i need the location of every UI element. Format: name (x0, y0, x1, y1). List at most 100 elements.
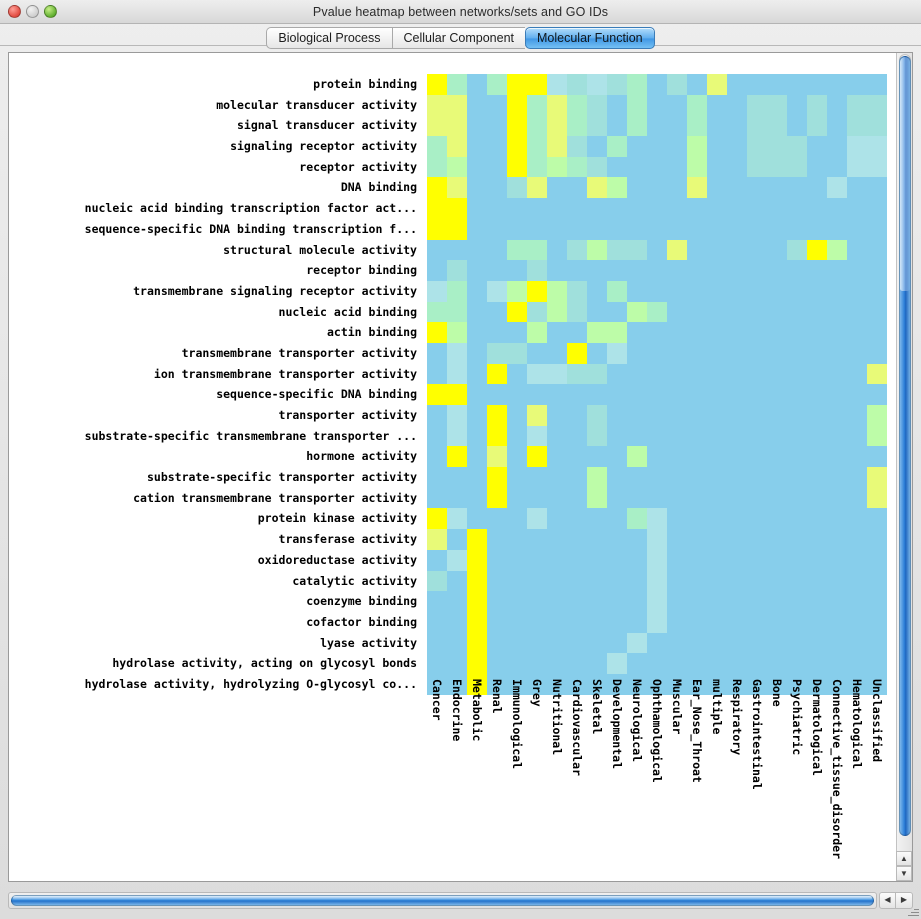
heatmap-cell[interactable] (747, 405, 767, 426)
heatmap-cell[interactable] (647, 280, 667, 302)
heatmap-cell[interactable] (747, 611, 767, 633)
heatmap-cell[interactable] (567, 363, 587, 385)
heatmap-cell[interactable] (427, 74, 447, 95)
heatmap-cell[interactable] (667, 632, 687, 654)
heatmap-cell[interactable] (647, 322, 667, 343)
heatmap-cell[interactable] (727, 487, 747, 509)
heatmap-cell[interactable] (667, 260, 687, 281)
heatmap-cell[interactable] (707, 322, 727, 343)
heatmap-cell[interactable] (707, 156, 727, 178)
heatmap-cell[interactable] (647, 239, 667, 261)
heatmap-cell[interactable] (447, 363, 467, 385)
heatmap-cell[interactable] (727, 218, 747, 240)
heatmap-cell[interactable] (767, 115, 787, 137)
heatmap-cell[interactable] (807, 280, 827, 302)
heatmap-cell[interactable] (467, 322, 487, 343)
heatmap-cell[interactable] (867, 653, 887, 674)
heatmap-cell[interactable] (727, 508, 747, 530)
heatmap-cell[interactable] (487, 508, 507, 530)
heatmap-cell[interactable] (667, 198, 687, 219)
heatmap-cell[interactable] (547, 198, 567, 219)
heatmap-cell[interactable] (627, 239, 647, 261)
heatmap-cell[interactable] (627, 280, 647, 302)
heatmap-cell[interactable] (727, 467, 747, 488)
heatmap-cell[interactable] (827, 115, 847, 137)
heatmap-cell[interactable] (687, 570, 707, 592)
heatmap-cell[interactable] (527, 342, 547, 364)
heatmap-cell[interactable] (827, 384, 847, 405)
heatmap-cell[interactable] (427, 260, 447, 281)
heatmap-cell[interactable] (767, 632, 787, 654)
heatmap-cell[interactable] (727, 239, 747, 261)
heatmap-cell[interactable] (807, 508, 827, 530)
heatmap-cell[interactable] (767, 301, 787, 323)
heatmap-cell[interactable] (607, 218, 627, 240)
scroll-down-arrow-icon[interactable]: ▼ (896, 866, 912, 881)
heatmap-cell[interactable] (787, 301, 807, 323)
heatmap-cell[interactable] (547, 384, 567, 405)
horizontal-scroll-track[interactable] (8, 891, 877, 909)
heatmap-cell[interactable] (667, 280, 687, 302)
heatmap-cell[interactable] (547, 94, 567, 116)
heatmap-cell[interactable] (427, 529, 447, 550)
heatmap-cell[interactable] (687, 508, 707, 530)
heatmap-cell[interactable] (647, 425, 667, 447)
heatmap-cell[interactable] (847, 487, 867, 509)
heatmap-cell[interactable] (727, 280, 747, 302)
heatmap-cell[interactable] (567, 446, 587, 468)
heatmap-cell[interactable] (627, 611, 647, 633)
heatmap-cell[interactable] (707, 611, 727, 633)
heatmap-cell[interactable] (427, 218, 447, 240)
heatmap-cell[interactable] (587, 384, 607, 405)
heatmap-cell[interactable] (607, 322, 627, 343)
heatmap-cell[interactable] (467, 94, 487, 116)
heatmap-cell[interactable] (647, 301, 667, 323)
heatmap-cell[interactable] (547, 177, 567, 199)
heatmap-cell[interactable] (867, 632, 887, 654)
heatmap-cell[interactable] (667, 177, 687, 199)
heatmap-cell[interactable] (567, 322, 587, 343)
heatmap-cell[interactable] (767, 591, 787, 612)
heatmap-cell[interactable] (867, 218, 887, 240)
heatmap-cell[interactable] (827, 239, 847, 261)
heatmap-cell[interactable] (747, 322, 767, 343)
heatmap-cell[interactable] (607, 487, 627, 509)
heatmap-cell[interactable] (647, 94, 667, 116)
heatmap-cell[interactable] (687, 301, 707, 323)
heatmap-cell[interactable] (707, 94, 727, 116)
heatmap-cell[interactable] (667, 570, 687, 592)
heatmap-cell[interactable] (447, 405, 467, 426)
heatmap-cell[interactable] (587, 301, 607, 323)
heatmap-cell[interactable] (807, 94, 827, 116)
heatmap-cell[interactable] (867, 280, 887, 302)
heatmap-cell[interactable] (527, 446, 547, 468)
heatmap-cell[interactable] (587, 570, 607, 592)
heatmap-cell[interactable] (567, 653, 587, 674)
heatmap-cell[interactable] (727, 446, 747, 468)
heatmap-cell[interactable] (667, 239, 687, 261)
heatmap-cell[interactable] (607, 570, 627, 592)
heatmap-cell[interactable] (487, 653, 507, 674)
heatmap-cell[interactable] (547, 487, 567, 509)
heatmap-cell[interactable] (727, 322, 747, 343)
heatmap-cell[interactable] (807, 177, 827, 199)
heatmap-cell[interactable] (447, 136, 467, 157)
heatmap-cell[interactable] (547, 322, 567, 343)
heatmap-cell[interactable] (807, 239, 827, 261)
heatmap-cell[interactable] (767, 529, 787, 550)
heatmap-cell[interactable] (427, 673, 447, 695)
heatmap-cell[interactable] (727, 529, 747, 550)
heatmap-cell[interactable] (787, 363, 807, 385)
heatmap-cell[interactable] (487, 591, 507, 612)
heatmap-cell[interactable] (567, 467, 587, 488)
heatmap-cell[interactable] (587, 467, 607, 488)
heatmap-cell[interactable] (567, 301, 587, 323)
vertical-scroll-thumb[interactable] (899, 56, 911, 836)
heatmap-cell[interactable] (667, 673, 687, 695)
heatmap-cell[interactable] (747, 529, 767, 550)
heatmap-cell[interactable] (647, 632, 667, 654)
heatmap-cell[interactable] (507, 136, 527, 157)
heatmap-cell[interactable] (787, 529, 807, 550)
close-button[interactable] (8, 5, 21, 18)
heatmap-cell[interactable] (567, 115, 587, 137)
